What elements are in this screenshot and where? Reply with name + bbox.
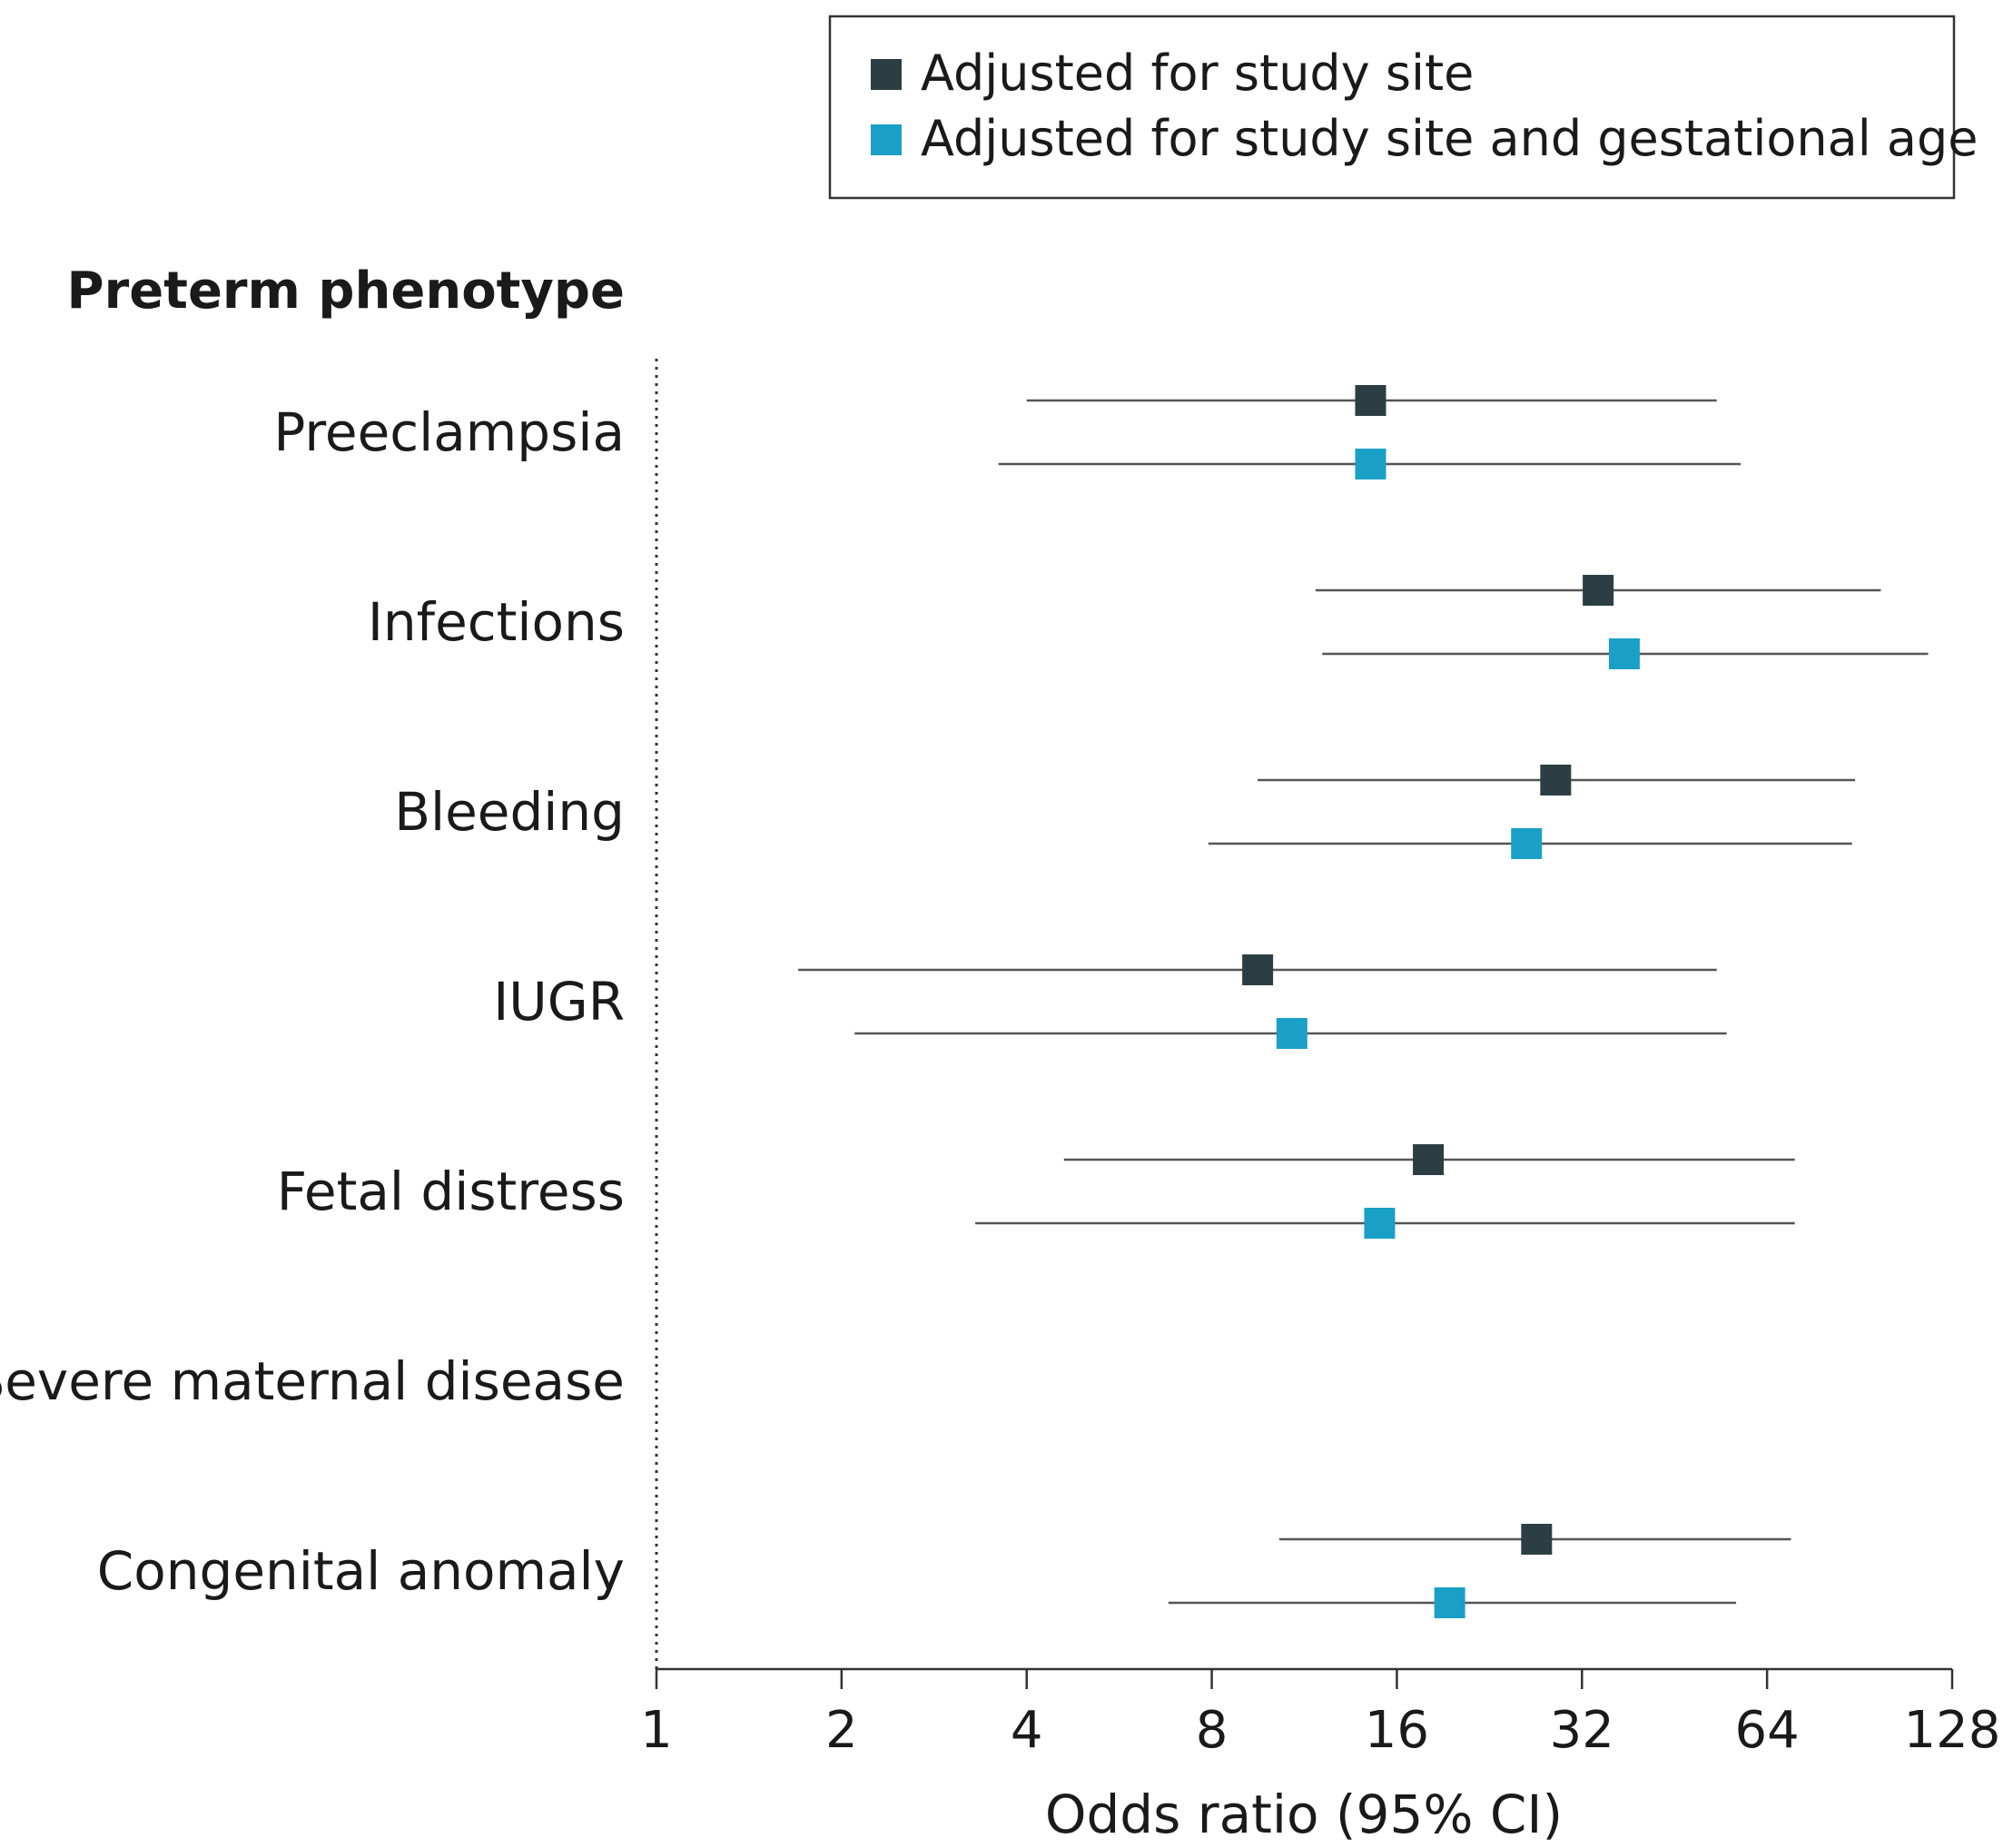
category-label-preeclampsia: Preeclampsia [273, 401, 625, 463]
point-fetal-distress-adjusted-for-study-site [1413, 1144, 1445, 1175]
category-label-bleeding: Bleeding [394, 781, 625, 843]
point-infections-adjusted-for-study-site-and-gestational-age [1608, 638, 1640, 669]
legend-swatch-study-site-gestational-age [871, 124, 902, 155]
x-axis-label: Odds ratio (95% CI) [1045, 1784, 1563, 1845]
category-label-severe-maternal-disease: Severe maternal disease [0, 1350, 625, 1412]
x-axis-ticks: 1 2 4 8 16 32 64 128 [640, 1669, 2000, 1760]
legend-label-study-site: Adjusted for study site [921, 44, 1474, 102]
x-tick-label: 2 [825, 1701, 858, 1760]
point-iugr-adjusted-for-study-site-and-gestational-age [1276, 1018, 1307, 1049]
legend-swatch-study-site [871, 59, 902, 90]
x-tick-label: 1 [640, 1701, 673, 1760]
category-label-infections: Infections [368, 591, 625, 653]
legend-box [828, 15, 1956, 200]
x-tick-label: 128 [1904, 1701, 2001, 1760]
x-tick-label: 32 [1550, 1701, 1614, 1760]
point-bleeding-adjusted-for-study-site-and-gestational-age [1511, 828, 1543, 859]
point-iugr-adjusted-for-study-site [1242, 954, 1274, 985]
category-label-iugr: IUGR [493, 971, 625, 1033]
point-preeclampsia-adjusted-for-study-site-and-gestational-age [1355, 449, 1386, 479]
x-tick-label: 8 [1196, 1701, 1229, 1760]
x-axis: 1 2 4 8 16 32 64 128 Odds ratio (95% CI) [640, 1667, 2000, 1845]
point-fetal-distress-adjusted-for-study-site-and-gestational-age [1364, 1208, 1396, 1239]
data-marks [798, 385, 1929, 1618]
category-labels: Preeclampsia Infections Bleeding IUGR Fetal … [0, 401, 625, 1602]
category-label-congenital-anomaly: Congenital anomaly [97, 1540, 625, 1602]
x-tick-label: 64 [1735, 1701, 1800, 1760]
panel-title: Preterm phenotype [67, 262, 625, 321]
x-tick-label: 16 [1365, 1701, 1429, 1760]
x-tick-label: 4 [1011, 1701, 1043, 1760]
point-preeclampsia-adjusted-for-study-site [1355, 385, 1386, 416]
legend: Adjusted for study site Adjusted for stu… [828, 15, 1978, 200]
point-congenital-anomaly-adjusted-for-study-site-and-gestational-age [1434, 1587, 1465, 1618]
point-infections-adjusted-for-study-site [1583, 575, 1614, 606]
point-bleeding-adjusted-for-study-site [1540, 765, 1572, 796]
legend-label-study-site-gestational-age: Adjusted for study site and gestational … [921, 110, 1978, 167]
point-congenital-anomaly-adjusted-for-study-site [1521, 1524, 1553, 1555]
category-label-fetal-distress: Fetal distress [277, 1161, 625, 1222]
